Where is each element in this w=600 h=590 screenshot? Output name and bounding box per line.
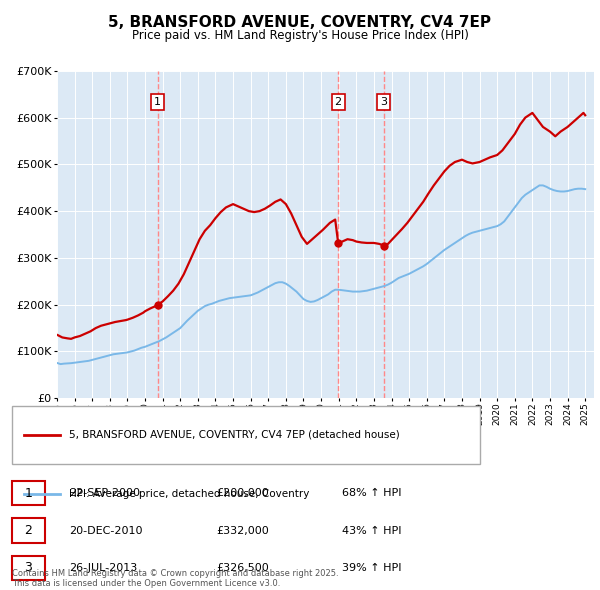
Text: 68% ↑ HPI: 68% ↑ HPI [342,489,401,499]
Text: 2: 2 [335,97,342,107]
Text: Price paid vs. HM Land Registry's House Price Index (HPI): Price paid vs. HM Land Registry's House … [131,30,469,42]
Text: 22-SEP-2000: 22-SEP-2000 [69,489,140,499]
Text: £326,500: £326,500 [216,563,269,573]
Text: 43% ↑ HPI: 43% ↑ HPI [342,526,401,536]
Bar [12,406,480,464]
Text: 1: 1 [154,97,161,107]
Text: Contains HM Land Registry data © Crown copyright and database right 2025.
This d: Contains HM Land Registry data © Crown c… [12,569,338,588]
Bar [12,556,45,580]
Text: 39% ↑ HPI: 39% ↑ HPI [342,563,401,573]
Text: 2: 2 [25,524,32,537]
Bar [12,519,45,543]
Text: 1: 1 [25,487,32,500]
Text: £332,000: £332,000 [216,526,269,536]
Text: 5, BRANSFORD AVENUE, COVENTRY, CV4 7EP: 5, BRANSFORD AVENUE, COVENTRY, CV4 7EP [109,15,491,30]
Bar [12,481,45,506]
Text: 20-DEC-2010: 20-DEC-2010 [69,526,143,536]
Text: £200,000: £200,000 [216,489,269,499]
Text: HPI: Average price, detached house, Coventry: HPI: Average price, detached house, Cove… [69,489,310,499]
Text: 3: 3 [380,97,387,107]
Text: 5, BRANSFORD AVENUE, COVENTRY, CV4 7EP (detached house): 5, BRANSFORD AVENUE, COVENTRY, CV4 7EP (… [69,430,400,440]
Text: 3: 3 [25,561,32,574]
Text: 26-JUL-2013: 26-JUL-2013 [69,563,137,573]
